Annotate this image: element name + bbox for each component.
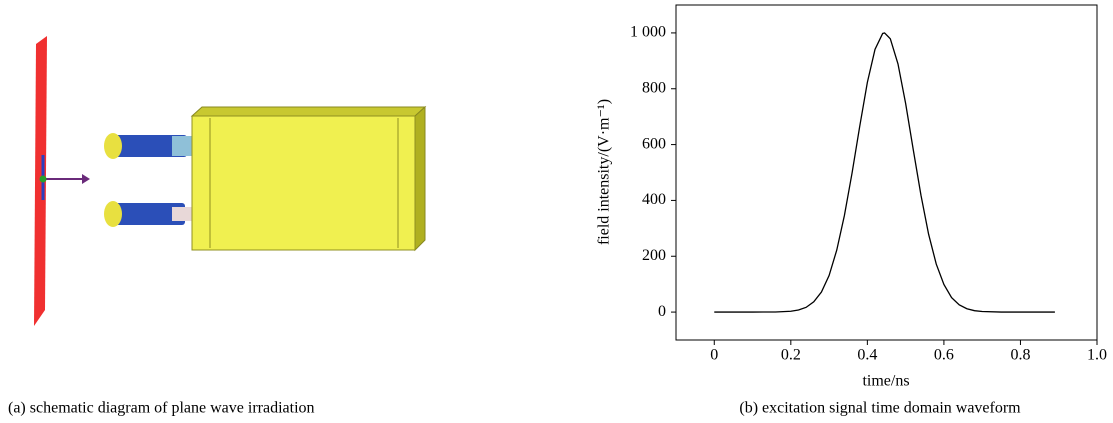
x-tick-label: 0.6 (934, 347, 954, 364)
plot-frame (676, 5, 1097, 340)
box-front (192, 116, 415, 250)
connector-bottom-head (172, 207, 194, 221)
x-tick-label: 0.8 (1010, 347, 1030, 364)
line (714, 33, 1055, 312)
y-axis-label: field intensity/(V·m⁻¹) (596, 99, 613, 245)
x-tick-label: 0 (710, 347, 718, 364)
connector-top-head (172, 136, 194, 156)
y-tick-label: 1 000 (630, 24, 666, 41)
y-tick-label: 400 (642, 191, 666, 208)
box-side (415, 107, 425, 250)
y-tick-label: 200 (642, 247, 666, 264)
y-tick-label: 0 (658, 303, 666, 320)
x-axis-label: time/ns (862, 373, 909, 390)
connector-bottom-cap (104, 201, 122, 227)
figure: (a) schematic diagram of plane wave irra… (0, 0, 1113, 423)
plane-wave-diagram (34, 36, 425, 326)
caption: (b) excitation signal time domain wavefo… (739, 400, 1021, 417)
x-tick-label: 0.2 (781, 347, 801, 364)
arrow-head (82, 174, 90, 184)
source-point (40, 176, 47, 183)
y-tick-label: 800 (642, 79, 666, 96)
connector-top-cap (104, 133, 122, 159)
x-tick-label: 0.4 (857, 347, 877, 364)
box-top (192, 107, 425, 116)
y-tick-label: 600 (642, 135, 666, 152)
caption: (a) schematic diagram of plane wave irra… (8, 400, 315, 417)
x-tick-label: 1.0 (1087, 347, 1107, 364)
